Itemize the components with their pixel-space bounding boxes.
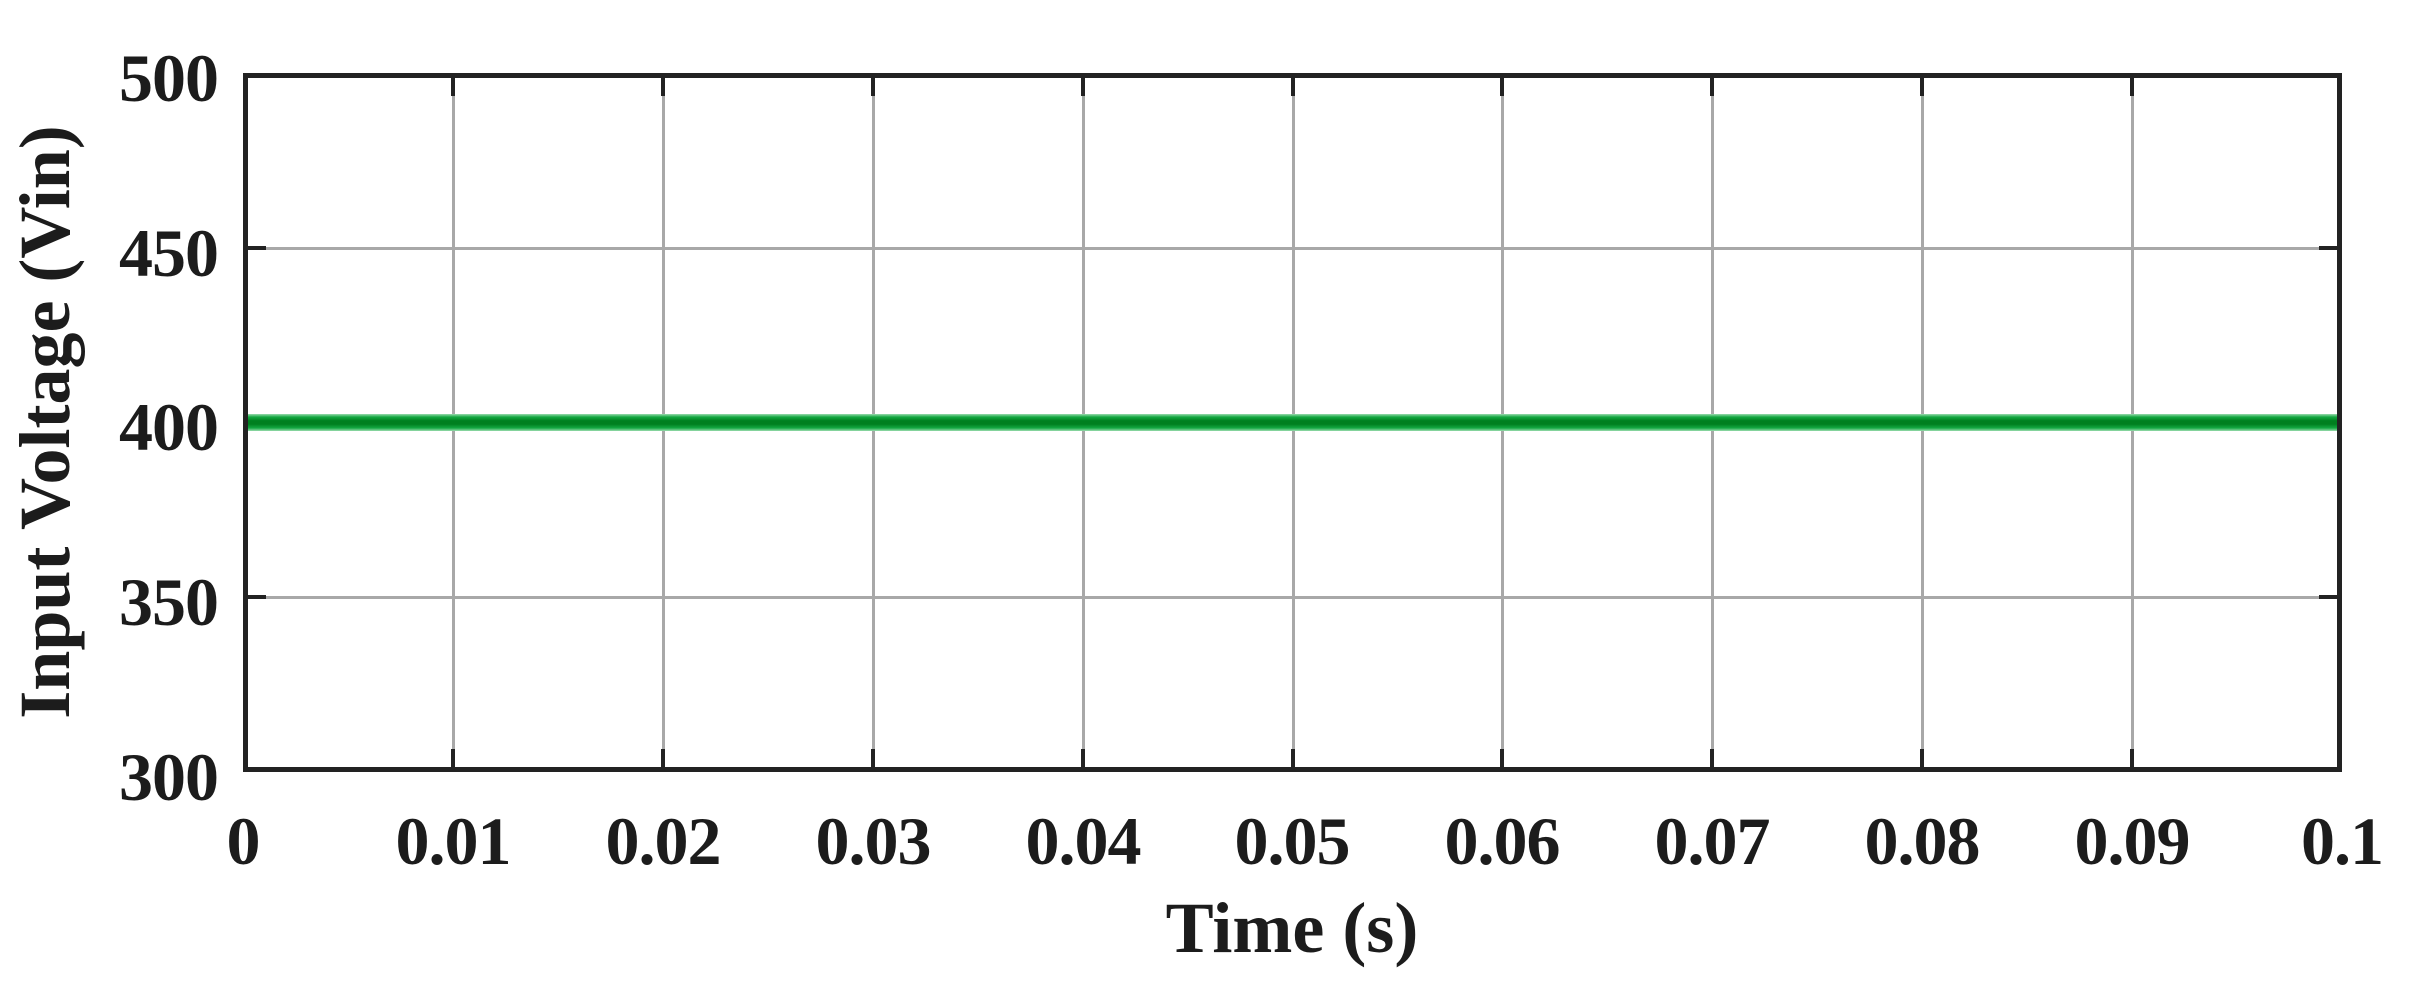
- y-tick-label: 350: [119, 564, 219, 640]
- x-tick-label: 0.08: [1864, 803, 1981, 879]
- y-tick-label: 450: [119, 215, 219, 291]
- x-tick-label: 0.1: [2301, 803, 2384, 879]
- y-tick-mark: [2319, 246, 2337, 250]
- y-tick-label: 300: [119, 739, 219, 815]
- x-tick-label: 0.04: [1025, 803, 1142, 879]
- y-gridline: [248, 596, 2337, 599]
- x-tick-mark: [871, 749, 875, 767]
- y-tick-mark: [2319, 595, 2337, 599]
- plot-area: [243, 73, 2342, 772]
- x-tick-label: 0: [226, 803, 261, 879]
- y-gridline: [248, 247, 2337, 250]
- x-tick-mark: [871, 78, 875, 96]
- x-tick-mark: [2130, 78, 2134, 96]
- x-tick-label: 0.01: [395, 803, 512, 879]
- x-tick-mark: [1710, 78, 1714, 96]
- x-tick-label: 0.02: [605, 803, 722, 879]
- x-tick-label: 0.07: [1654, 803, 1771, 879]
- x-tick-mark: [661, 78, 665, 96]
- x-tick-mark: [661, 749, 665, 767]
- y-tick-mark: [248, 595, 266, 599]
- x-tick-mark: [1291, 78, 1295, 96]
- x-tick-label: 0.05: [1234, 803, 1351, 879]
- x-tick-label: 0.06: [1444, 803, 1561, 879]
- x-tick-mark: [1081, 749, 1085, 767]
- x-tick-mark: [1710, 749, 1714, 767]
- x-axis-title: Time (s): [1165, 888, 1419, 968]
- x-tick-mark: [1920, 78, 1924, 96]
- x-tick-mark: [1081, 78, 1085, 96]
- input-voltage-line: [248, 414, 2337, 431]
- y-tick-label: 500: [119, 40, 219, 116]
- x-tick-mark: [451, 78, 455, 96]
- x-tick-mark: [1291, 749, 1295, 767]
- x-tick-label: 0.09: [2074, 803, 2191, 879]
- y-tick-mark: [248, 246, 266, 250]
- x-tick-label: 0.03: [815, 803, 932, 879]
- x-tick-mark: [1500, 749, 1504, 767]
- y-tick-label: 400: [119, 389, 219, 465]
- x-tick-mark: [451, 749, 455, 767]
- x-tick-mark: [1920, 749, 1924, 767]
- x-tick-mark: [2130, 749, 2134, 767]
- x-tick-mark: [1500, 78, 1504, 96]
